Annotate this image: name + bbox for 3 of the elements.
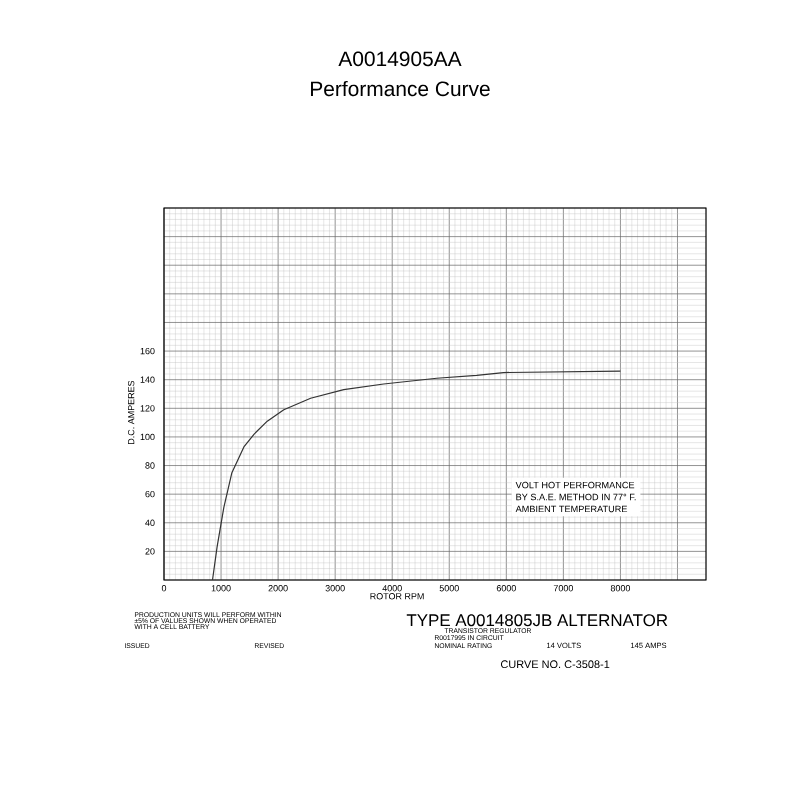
- text: TYPE A0014805JB ALTERNATOR: [406, 614, 668, 627]
- chart-title: A0014905AA: [338, 51, 462, 67]
- chart-subtitle: Performance Curve: [311, 80, 490, 97]
